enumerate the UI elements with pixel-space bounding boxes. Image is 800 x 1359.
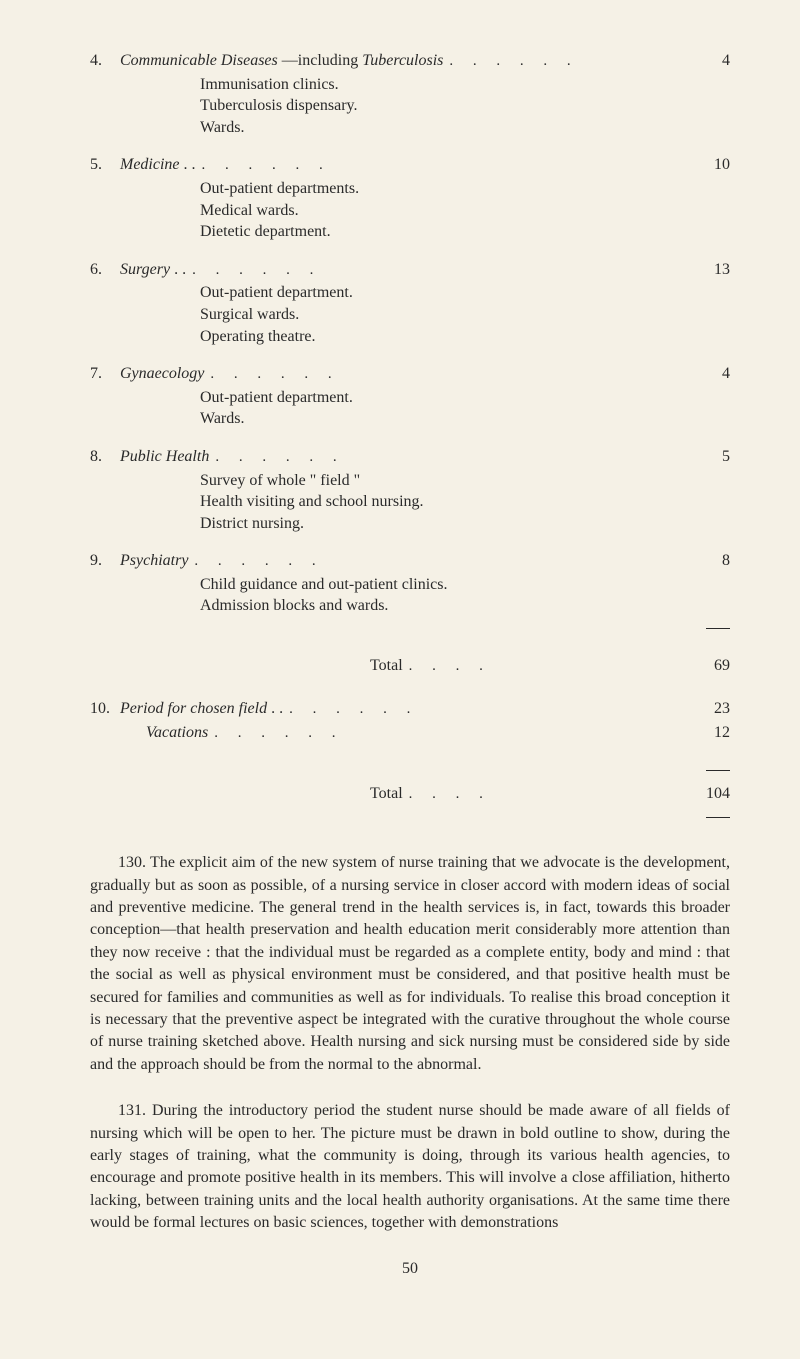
rule-icon xyxy=(706,628,730,629)
entry-title: 4. Communicable Diseases —including Tube… xyxy=(90,50,443,72)
rule-row xyxy=(90,807,730,829)
entry-subitem: Out-patient department. xyxy=(200,282,730,304)
dots: . . . . . . xyxy=(186,260,690,280)
entry-subitem: District nursing. xyxy=(200,513,730,535)
total-value-2: 104 xyxy=(690,783,730,805)
vacations-page: 12 xyxy=(690,722,730,744)
entry-page: 8 xyxy=(690,550,730,572)
entry-subitem: Immunisation clinics. xyxy=(200,74,730,96)
entry-subitem: Dietetic department. xyxy=(200,221,730,243)
entry-title: 8. Public Health xyxy=(90,446,209,468)
page-number: 50 xyxy=(90,1260,730,1278)
entry-page: 4 xyxy=(690,363,730,385)
dots: . . . . . . xyxy=(204,364,690,384)
entry-subitem: Wards. xyxy=(200,117,730,139)
entry-subitem: Wards. xyxy=(200,408,730,430)
total-row-2: Total . . . . 104 xyxy=(90,783,730,805)
entry-subitem: Admission blocks and wards. xyxy=(200,595,730,617)
rule-icon xyxy=(706,770,730,771)
dots: . . . . xyxy=(403,784,690,804)
paragraph-131: 131. During the introductory period the … xyxy=(90,1100,730,1234)
entry-subitem: Medical wards. xyxy=(200,200,730,222)
entry-subitem: Out-patient departments. xyxy=(200,178,730,200)
entry: 4. Communicable Diseases —including Tube… xyxy=(90,50,730,138)
rule-row xyxy=(90,759,730,781)
dots: . . . . . . xyxy=(208,723,690,743)
entry-page: 13 xyxy=(690,259,730,281)
entry-subitem: Tuberculosis dispensary. xyxy=(200,95,730,117)
entry-page: 5 xyxy=(690,446,730,468)
rule-icon xyxy=(706,817,730,818)
entry: 8. Public Health. . . . . .5Survey of wh… xyxy=(90,446,730,534)
entry-subitem: Operating theatre. xyxy=(200,326,730,348)
entry-subitem: Health visiting and school nursing. xyxy=(200,491,730,513)
dots: . . . . . . xyxy=(443,51,690,71)
entry-title: 9. Psychiatry xyxy=(90,550,188,572)
page-container: 4. Communicable Diseases —including Tube… xyxy=(0,0,800,1318)
entry-subitem: Child guidance and out-patient clinics. xyxy=(200,574,730,596)
total-row-1: Total . . . . 69 xyxy=(90,655,730,677)
entry-page: 4 xyxy=(690,50,730,72)
dots: . . . . . . xyxy=(196,155,690,175)
entry-title: 6. Surgery . . xyxy=(90,259,186,281)
entry-title: 10. Period for chosen field . . xyxy=(90,698,283,720)
entry-title: 5. Medicine . . xyxy=(90,154,196,176)
entry-10: 10. Period for chosen field . . . . . . … xyxy=(90,698,730,743)
entry-subitem: Surgical wards. xyxy=(200,304,730,326)
entry-page: 10 xyxy=(690,154,730,176)
entry-subitem: Survey of whole " field " xyxy=(200,470,730,492)
entry-title: 7. Gynaecology xyxy=(90,363,204,385)
dots: . . . . xyxy=(403,656,690,676)
vacations-title: Vacations xyxy=(146,722,208,744)
entry: 5. Medicine . .. . . . . .10Out-patient … xyxy=(90,154,730,242)
dots: . . . . . . xyxy=(209,447,690,467)
rule-row xyxy=(90,617,730,639)
entry: 9. Psychiatry. . . . . .8Child guidance … xyxy=(90,550,730,638)
entry: 7. Gynaecology. . . . . .4Out-patient de… xyxy=(90,363,730,430)
paragraph-130: 130. The explicit aim of the new system … xyxy=(90,852,730,1076)
dots: . . . . . . xyxy=(188,551,690,571)
total-label-1: Total xyxy=(370,655,403,677)
dots: . . . . . . xyxy=(283,699,690,719)
entry-page: 23 xyxy=(690,698,730,720)
total-value-1: 69 xyxy=(690,655,730,677)
contents-list: 4. Communicable Diseases —including Tube… xyxy=(90,50,730,828)
entry-subitem: Out-patient department. xyxy=(200,387,730,409)
total-label-2: Total xyxy=(370,783,403,805)
entry: 6. Surgery . .. . . . . .13Out-patient d… xyxy=(90,259,730,347)
